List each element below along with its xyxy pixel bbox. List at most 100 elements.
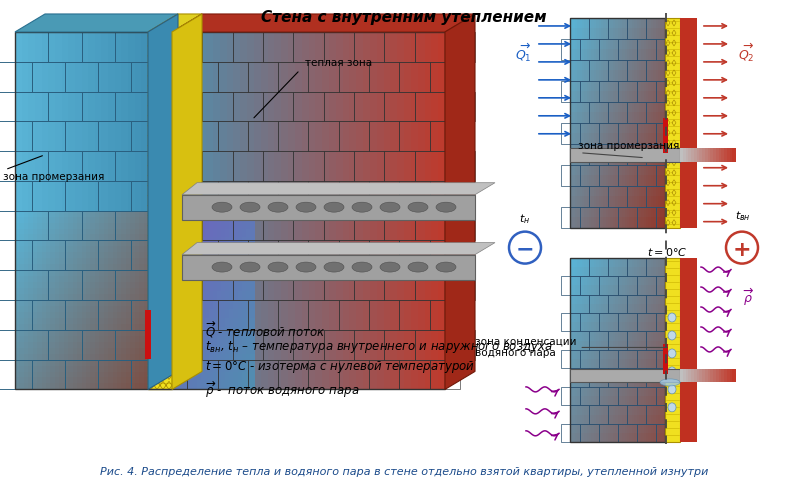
Bar xyxy=(64,240,69,247)
Bar xyxy=(49,328,54,339)
Bar xyxy=(76,93,81,105)
Bar xyxy=(68,205,73,217)
Bar xyxy=(32,181,65,211)
Bar xyxy=(354,330,385,360)
Bar xyxy=(655,387,675,405)
Bar xyxy=(263,330,293,360)
Bar xyxy=(46,324,52,331)
Bar xyxy=(596,196,600,208)
Bar xyxy=(620,378,623,388)
Bar xyxy=(601,258,604,268)
Bar xyxy=(99,377,105,384)
Bar xyxy=(650,322,654,333)
Bar xyxy=(646,415,650,425)
Bar xyxy=(76,103,81,115)
Bar xyxy=(584,405,587,416)
Bar xyxy=(83,318,88,329)
Bar xyxy=(184,238,189,247)
Bar xyxy=(629,196,633,208)
Bar xyxy=(50,306,56,313)
Bar xyxy=(34,216,39,227)
Bar xyxy=(144,257,149,268)
Bar xyxy=(663,102,666,113)
Bar xyxy=(80,185,84,196)
Text: $\overrightarrow{Q}$ - тепловой поток: $\overrightarrow{Q}$ - тепловой поток xyxy=(205,320,326,340)
Bar xyxy=(242,255,246,265)
Bar xyxy=(28,294,34,301)
Bar xyxy=(106,338,111,349)
Bar xyxy=(53,42,58,53)
Bar xyxy=(49,52,54,63)
Bar xyxy=(604,387,607,397)
Bar xyxy=(625,154,628,166)
Bar xyxy=(114,216,119,227)
Bar xyxy=(596,39,600,50)
Bar xyxy=(45,144,50,156)
Bar xyxy=(76,134,81,145)
Bar xyxy=(33,240,38,247)
Bar xyxy=(38,267,43,278)
Bar xyxy=(55,252,61,259)
Bar xyxy=(144,369,149,380)
Bar xyxy=(19,223,25,229)
Bar xyxy=(263,211,293,240)
Bar xyxy=(95,282,100,289)
Bar xyxy=(82,32,89,211)
Bar xyxy=(599,424,617,442)
Bar xyxy=(622,285,625,296)
Bar xyxy=(83,42,88,53)
Bar xyxy=(15,270,48,300)
Bar xyxy=(653,112,656,124)
Bar xyxy=(606,154,609,166)
Bar xyxy=(65,360,98,389)
Bar xyxy=(632,217,635,228)
Bar xyxy=(582,378,585,388)
Bar xyxy=(238,228,242,239)
Bar xyxy=(229,309,234,319)
Bar xyxy=(699,370,703,383)
Bar xyxy=(572,322,576,333)
Bar xyxy=(137,205,141,217)
Bar xyxy=(606,313,609,323)
Bar xyxy=(57,369,61,380)
Bar xyxy=(632,207,635,218)
Bar xyxy=(103,252,109,259)
Bar xyxy=(139,228,145,236)
Bar xyxy=(653,258,656,268)
Bar xyxy=(53,134,58,145)
Bar xyxy=(144,288,149,295)
Bar xyxy=(59,282,65,289)
Bar xyxy=(632,267,635,277)
Bar xyxy=(646,378,650,388)
Bar xyxy=(121,372,127,378)
Bar xyxy=(80,308,84,319)
Bar xyxy=(596,28,600,40)
Bar xyxy=(24,372,29,378)
Bar xyxy=(202,151,233,181)
Bar xyxy=(637,332,640,342)
Bar xyxy=(57,42,61,53)
Bar xyxy=(617,276,637,295)
Bar xyxy=(322,32,330,389)
Bar xyxy=(86,211,91,217)
Bar xyxy=(587,332,590,342)
Bar xyxy=(23,298,27,309)
Bar xyxy=(217,238,222,247)
Bar xyxy=(632,133,635,145)
Bar xyxy=(606,369,609,379)
Bar xyxy=(65,144,69,156)
Bar xyxy=(570,154,574,166)
Bar xyxy=(606,359,609,370)
Bar xyxy=(32,181,65,211)
Bar xyxy=(121,211,127,217)
Bar xyxy=(646,133,650,145)
Bar xyxy=(601,154,604,166)
Bar xyxy=(625,276,628,286)
Bar xyxy=(229,318,234,328)
Bar xyxy=(87,32,92,43)
Bar xyxy=(615,322,618,333)
Bar xyxy=(622,258,625,268)
Bar xyxy=(658,81,661,92)
Bar xyxy=(87,175,92,186)
Bar xyxy=(625,405,628,416)
